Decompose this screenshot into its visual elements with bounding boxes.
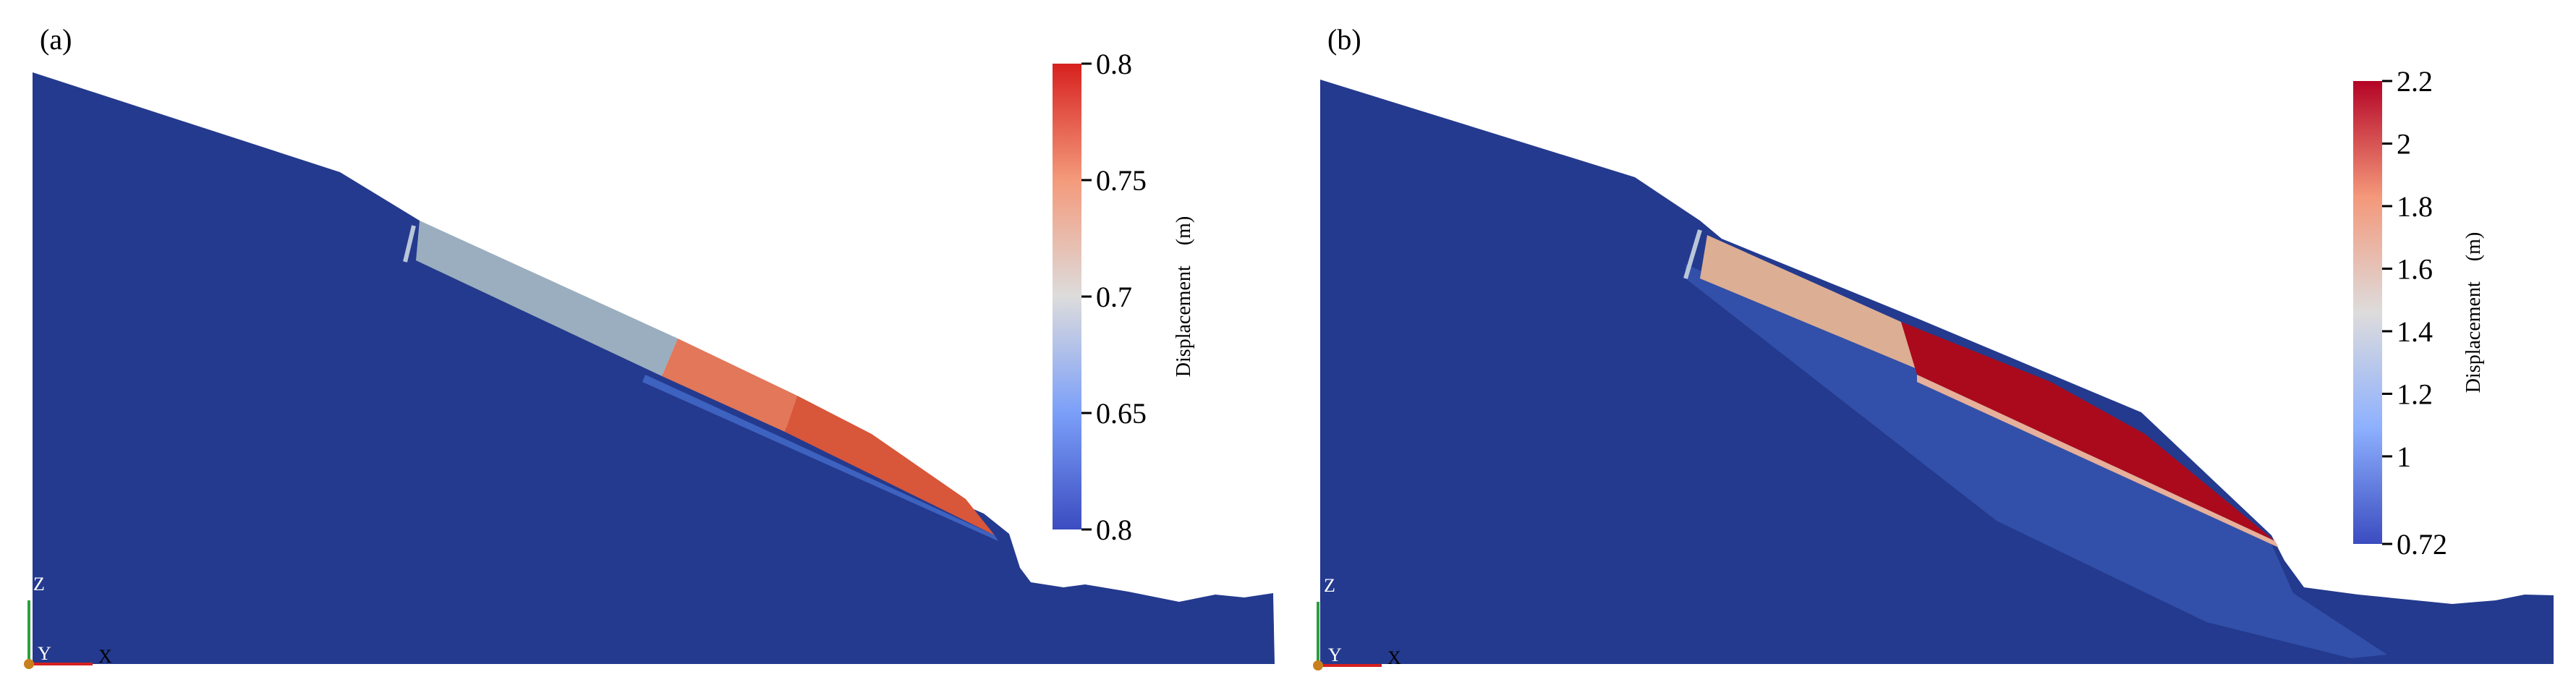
sliding-block-1 [1700, 235, 1917, 369]
panel-a: (a) 0.8 0.75 0.7 0.65 0.8 Displacement (m) Z… [24, 23, 1275, 669]
colorbar-tick-label: 0.65 [1096, 397, 1147, 430]
slip-surface [642, 375, 998, 541]
colorbar-tick-label: 2 [2397, 127, 2411, 160]
crack [1683, 229, 1702, 279]
disturbed-zone [1686, 264, 2387, 658]
axis-triad: Z Y X [24, 574, 112, 669]
x-axis-label: X [98, 646, 112, 667]
x-axis-label: X [1387, 647, 1401, 668]
colorbar-title: Displacement (m) [1173, 216, 1195, 377]
z-axis-label: Z [1324, 575, 1335, 596]
colorbar: 2.2 2 1.8 1.6 1.4 1.2 1 0.72 Displacement (m) [2353, 65, 2485, 561]
colorbar-tick-label: 0.75 [1096, 164, 1147, 197]
crack [403, 225, 416, 263]
panel-b: (b) 2.2 2 1.8 1.6 1.4 1.2 1 0.72 Displacement (… [1313, 23, 2554, 671]
colorbar-tick-label: 0.7 [1096, 281, 1132, 313]
colorbar-tick-label: 0.8 [1096, 48, 1132, 80]
colorbar-tick-label: 1.2 [2397, 378, 2433, 410]
sliding-block-3 [785, 396, 995, 535]
colorbar-tick-label: 1.6 [2397, 252, 2433, 285]
colorbar-tick-label: 0.8 [1096, 514, 1132, 546]
axis-origin [24, 659, 34, 669]
panel-label: (a) [40, 23, 72, 56]
colorbar-tick-label: 1 [2397, 440, 2411, 473]
slip-surface [1917, 375, 2279, 548]
sliding-block-1 [416, 221, 678, 376]
colorbar-tick-label: 0.72 [2397, 528, 2447, 561]
colorbar-title: Displacement (m) [2462, 232, 2485, 393]
z-axis-label: Z [33, 574, 45, 595]
axis-triad: Z Y X [1313, 575, 1401, 671]
colorbar-gradient [2353, 81, 2382, 544]
y-axis-label: Y [38, 643, 51, 664]
colorbar-ticks: 0.8 0.75 0.7 0.65 0.8 [1081, 48, 1147, 546]
sliding-block-2 [1901, 322, 2275, 541]
y-axis-label: Y [1328, 644, 1342, 665]
colorbar-tick-label: 2.2 [2397, 65, 2433, 98]
colorbar-gradient [1053, 64, 1081, 529]
colorbar: 0.8 0.75 0.7 0.65 0.8 Displacement (m) [1053, 48, 1195, 546]
colorbar-tick-label: 1.4 [2397, 315, 2433, 348]
sliding-block-2 [662, 339, 797, 432]
colorbar-tick-label: 1.8 [2397, 190, 2433, 223]
panel-label: (b) [1327, 23, 1361, 56]
colorbar-ticks: 2.2 2 1.8 1.6 1.4 1.2 1 0.72 [2382, 65, 2447, 561]
axis-origin [1313, 660, 1323, 671]
